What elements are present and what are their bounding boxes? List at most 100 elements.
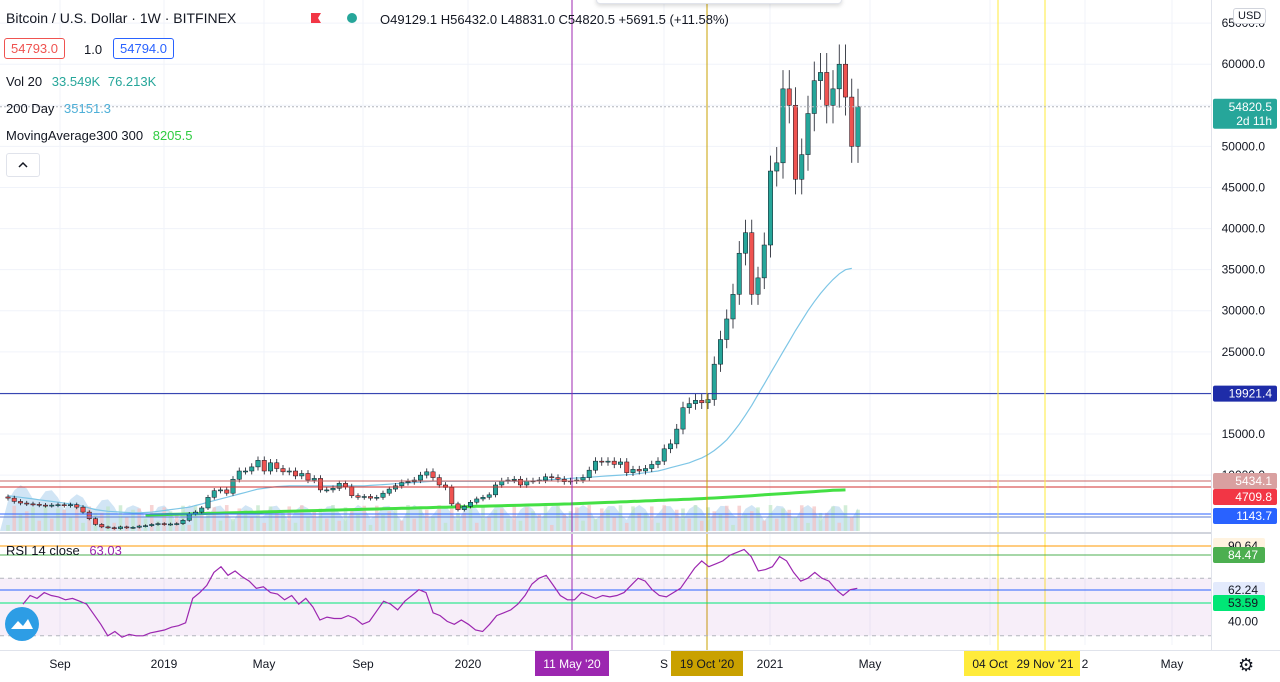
volume-bar xyxy=(524,507,529,531)
x-tick-highlight xyxy=(535,651,609,676)
ma300-indicator[interactable]: MovingAverage300 300 8205.5 xyxy=(6,128,192,143)
gear-icon[interactable]: ⚙ xyxy=(1238,655,1255,675)
candle xyxy=(199,507,205,513)
candle xyxy=(255,460,261,468)
tradingview-logo-icon[interactable] xyxy=(5,607,39,641)
volume-bar xyxy=(81,522,85,531)
candle xyxy=(324,489,330,492)
ask-button[interactable]: 54794.0 xyxy=(113,38,174,59)
volume-bar xyxy=(224,505,229,531)
volume-bar xyxy=(643,512,648,531)
volume-bar xyxy=(506,518,510,531)
volume-bar xyxy=(156,520,160,531)
volume-bar xyxy=(299,505,304,531)
volume-bar xyxy=(487,516,492,531)
x-tick-label: 2 xyxy=(1082,657,1089,671)
price-label-box xyxy=(1213,385,1277,402)
volume-bar xyxy=(43,505,48,531)
volume-bar xyxy=(631,506,635,531)
volume-bar xyxy=(556,505,560,531)
candle xyxy=(405,481,411,483)
candle xyxy=(468,501,473,507)
rsi-indicator[interactable]: RSI 14 close 63.03 xyxy=(6,543,122,558)
candle xyxy=(611,460,617,465)
volume-bar xyxy=(18,514,23,531)
candle xyxy=(711,363,717,400)
volume-bar xyxy=(399,520,404,531)
bid-button[interactable]: 54793.0 xyxy=(4,38,65,59)
vol-indicator[interactable]: Vol 20 33.549K 76.213K xyxy=(6,74,156,89)
volume-bar xyxy=(818,512,823,531)
candle xyxy=(205,497,211,509)
volume-bar xyxy=(843,505,848,531)
candle xyxy=(174,523,180,525)
volume-bar xyxy=(781,508,785,531)
y-tick-label: 35000.0 xyxy=(1222,263,1266,277)
symbol-title[interactable]: Bitcoin / U.S. Dollar · 1W · BITFINEX xyxy=(6,10,236,26)
candle xyxy=(236,470,242,480)
volume-bar xyxy=(674,509,679,531)
volume-bar xyxy=(318,508,323,531)
currency-label[interactable]: USD xyxy=(1233,8,1267,24)
candle xyxy=(643,468,648,472)
price-label-box xyxy=(1213,98,1277,129)
candle xyxy=(268,462,273,472)
volume-bar xyxy=(799,505,804,531)
candle xyxy=(230,478,236,494)
candle xyxy=(593,460,598,471)
candle xyxy=(30,503,36,506)
x-tick-label: Sep xyxy=(352,657,374,671)
x-tick-label: 29 Nov '21 xyxy=(1017,657,1074,671)
candle xyxy=(830,88,836,106)
symbol-label: Bitcoin / U.S. Dollar · 1W · BITFINEX xyxy=(6,10,237,26)
drawing-lines xyxy=(0,0,1211,650)
volume-bar xyxy=(724,505,729,531)
volume-bar xyxy=(387,511,392,531)
volume-bar xyxy=(218,520,223,531)
volume-bar xyxy=(149,505,154,531)
candle xyxy=(330,488,336,491)
volume-bar xyxy=(287,506,292,531)
volume-bar xyxy=(574,507,579,531)
candle xyxy=(680,407,686,430)
volume-bar xyxy=(693,505,698,531)
collapse-legend-button[interactable] xyxy=(6,153,40,177)
candle xyxy=(699,400,705,404)
sma200-indicator[interactable]: 200 Day 35151.3 xyxy=(6,101,111,116)
volume-bar xyxy=(806,522,810,531)
volume-bar xyxy=(268,506,273,531)
candle xyxy=(424,471,430,476)
volume-bar xyxy=(424,509,429,531)
volume-bar xyxy=(199,514,204,531)
candle xyxy=(618,461,623,465)
volume-bar xyxy=(618,505,623,531)
candle xyxy=(624,461,630,473)
candle xyxy=(705,399,711,404)
rsi-level-text: 84.47 xyxy=(1228,548,1258,562)
candle xyxy=(755,277,761,295)
sma200-label: 200 Day xyxy=(6,101,55,116)
candle xyxy=(693,400,698,404)
candle xyxy=(805,113,811,155)
volume-bar xyxy=(749,511,754,531)
volume-bar xyxy=(656,522,660,531)
candle xyxy=(636,469,642,472)
candle xyxy=(143,525,148,527)
candle xyxy=(511,478,517,481)
volume-bar xyxy=(812,506,817,531)
volume-bar xyxy=(306,516,310,531)
candle xyxy=(311,478,317,481)
candle xyxy=(299,473,305,477)
axes: 10000.015000.020000.025000.030000.035000… xyxy=(0,16,1280,676)
x-tick-label: May xyxy=(859,657,882,671)
volume-bar xyxy=(368,524,373,531)
candle xyxy=(674,428,680,445)
x-tick-label: 2021 xyxy=(757,657,784,671)
price-label-text: 4709.8 xyxy=(1235,490,1272,504)
volume-bar xyxy=(443,522,448,531)
flag-icon[interactable] xyxy=(310,12,322,24)
volume-bar xyxy=(381,514,385,531)
y-tick-label: 40000.0 xyxy=(1222,222,1266,236)
volume-bar xyxy=(181,505,185,531)
